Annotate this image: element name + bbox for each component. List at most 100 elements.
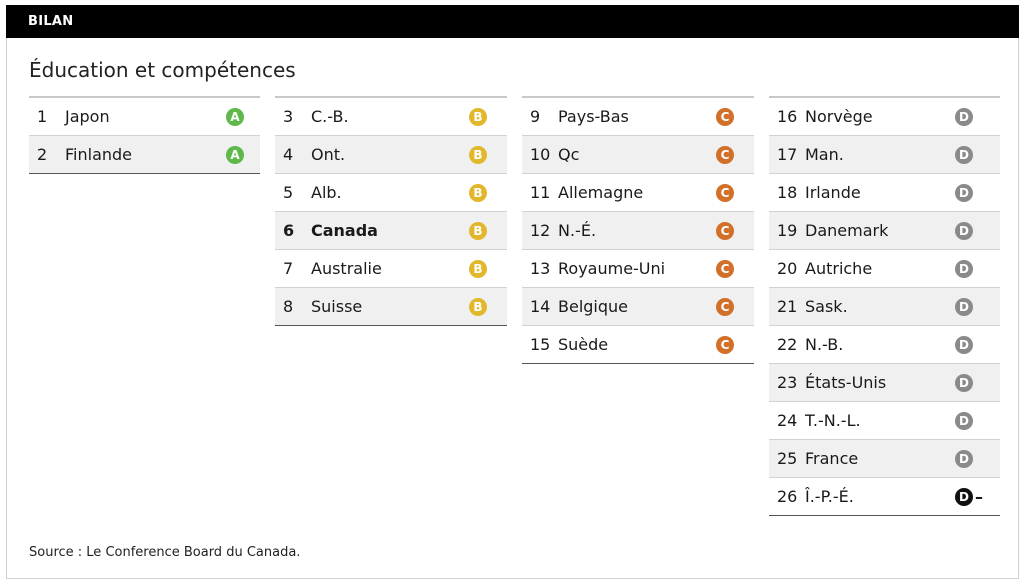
grade-badge: D [955, 297, 973, 316]
region-name: Australie [311, 259, 382, 278]
region-name: Finlande [65, 145, 133, 164]
grade-badge: D [955, 259, 973, 278]
grade-badge: A [226, 107, 244, 126]
region-name: Japon [65, 107, 110, 126]
grade-badge: C [716, 335, 734, 354]
region-name: États-Unis [805, 373, 887, 392]
rank-number: 18 [777, 183, 798, 202]
grade-badge: D [955, 335, 973, 354]
grade-badge: D [955, 145, 973, 164]
ranking-column-b: 3 C.-B. B 4 Ont. B 5 Alb. B 6 Canada B 7 Australie B 8 S… [275, 96, 507, 326]
header-bar: BILAN [6, 5, 1019, 38]
ranking-row: 11 Allemagne C [522, 174, 754, 212]
ranking-row: 13 Royaume-Uni C [522, 250, 754, 288]
region-name: Qc [558, 145, 580, 164]
grade-badge: D [955, 183, 973, 202]
rank-number: 21 [777, 297, 798, 316]
grade-badge: C [716, 183, 734, 202]
grade-badge: B [469, 259, 487, 278]
ranking-row: 25 France D [769, 440, 1000, 478]
grade-badge: D [955, 373, 973, 392]
rank-number: 3 [283, 107, 294, 126]
rank-number: 4 [283, 145, 294, 164]
page-title: Éducation et compétences [29, 58, 296, 82]
rank-number: 7 [283, 259, 294, 278]
region-name: Suède [558, 335, 609, 354]
rank-number: 25 [777, 449, 798, 468]
region-name: France [805, 449, 859, 468]
region-name: Ont. [311, 145, 346, 164]
grade-badge: D [955, 221, 973, 240]
ranking-row: 2 Finlande A [29, 136, 260, 174]
ranking-row: 23 États-Unis D [769, 364, 1000, 402]
rank-number: 5 [283, 183, 294, 202]
rank-number: 22 [777, 335, 798, 354]
region-name: Irlande [805, 183, 861, 202]
grade-badge: D [955, 411, 973, 430]
region-name: Allemagne [558, 183, 644, 202]
region-name: Pays-Bas [558, 107, 629, 126]
rank-number: 1 [37, 107, 48, 126]
region-name: Autriche [805, 259, 873, 278]
rank-number: 15 [530, 335, 551, 354]
source-note: Source : Le Conference Board du Canada. [29, 545, 301, 560]
rank-number: 23 [777, 373, 798, 392]
ranking-row: 17 Man. D [769, 136, 1000, 174]
rank-number: 8 [283, 297, 294, 316]
region-name: Danemark [805, 221, 889, 240]
ranking-row: 10 Qc C [522, 136, 754, 174]
ranking-row: 4 Ont. B [275, 136, 507, 174]
region-name: T.-N.-L. [805, 411, 861, 430]
rank-number: 12 [530, 221, 551, 240]
ranking-column-c: 9 Pays-Bas C 10 Qc C 11 Allemagne C 12 N.-É. C 13 Roy… [522, 96, 754, 364]
region-name: N.-B. [805, 335, 844, 354]
grade-badge: C [716, 145, 734, 164]
grade-badge: B [469, 107, 487, 126]
rank-number: 11 [530, 183, 551, 202]
region-name: Norvège [805, 107, 873, 126]
rank-number: 9 [530, 107, 541, 126]
region-name: C.-B. [311, 107, 349, 126]
rank-number: 6 [283, 221, 295, 240]
rank-number: 17 [777, 145, 798, 164]
rank-number: 14 [530, 297, 551, 316]
rank-number: 19 [777, 221, 798, 240]
ranking-row: 26 Î.-P.-É. D – [769, 478, 1000, 516]
ranking-row: 5 Alb. B [275, 174, 507, 212]
ranking-row: 22 N.-B. D [769, 326, 1000, 364]
rank-number: 10 [530, 145, 551, 164]
ranking-column-a: 1 Japon A 2 Finlande A [29, 96, 260, 174]
region-name: Man. [805, 145, 844, 164]
grade-badge: C [716, 107, 734, 126]
grade-badge: A [226, 145, 244, 164]
ranking-row: 15 Suède C [522, 326, 754, 364]
rank-number: 2 [37, 145, 48, 164]
rank-number: 16 [777, 107, 798, 126]
ranking-row: 21 Sask. D [769, 288, 1000, 326]
ranking-row: 6 Canada B [275, 212, 507, 250]
ranking-row: 14 Belgique C [522, 288, 754, 326]
region-name: Belgique [558, 297, 629, 316]
ranking-row: 9 Pays-Bas C [522, 96, 754, 136]
grade-badge: D [955, 107, 973, 126]
rank-number: 20 [777, 259, 798, 278]
region-name: Royaume-Uni [558, 259, 666, 278]
grade-badge: B [469, 297, 487, 316]
ranking-row: 20 Autriche D [769, 250, 1000, 288]
rank-number: 24 [777, 411, 798, 430]
region-name: N.-É. [558, 221, 597, 240]
ranking-row: 16 Norvège D [769, 96, 1000, 136]
region-name: Suisse [311, 297, 363, 316]
region-name: Sask. [805, 297, 848, 316]
grade-badge: C [716, 297, 734, 316]
region-name: Î.-P.-É. [805, 487, 854, 506]
grade-badge: B [469, 183, 487, 202]
ranking-row: 8 Suisse B [275, 288, 507, 326]
grade-badge: B [469, 145, 487, 164]
grade-badge: D [955, 449, 973, 468]
rank-number: 26 [777, 487, 798, 506]
ranking-row: 7 Australie B [275, 250, 507, 288]
grade-badge: B [469, 221, 487, 240]
ranking-row: 1 Japon A [29, 96, 260, 136]
region-name: Alb. [311, 183, 342, 202]
